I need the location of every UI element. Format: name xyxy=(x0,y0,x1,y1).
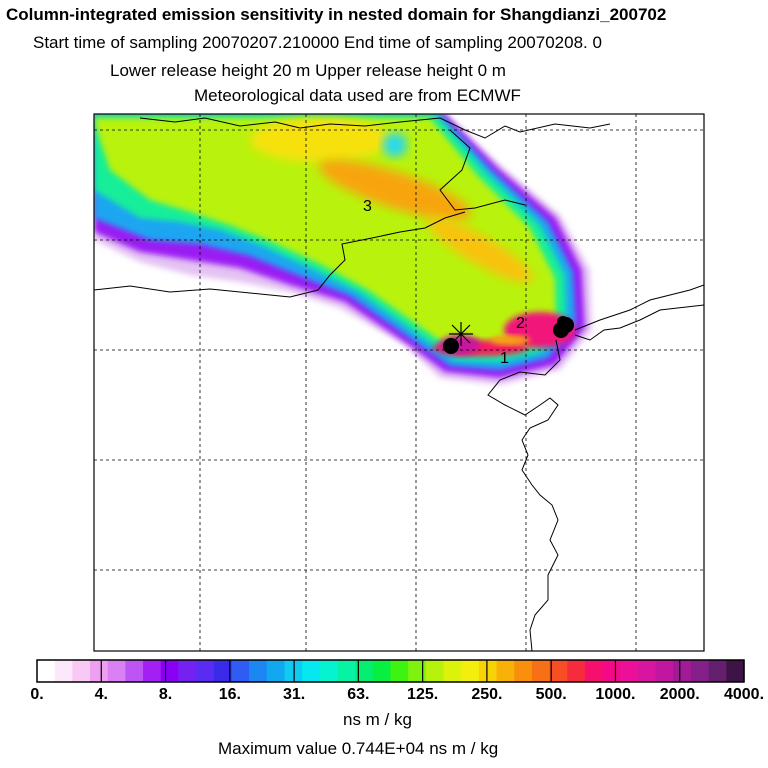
colorbar-cell xyxy=(408,660,427,682)
colorbar-cell xyxy=(355,660,374,682)
colorbar-cell xyxy=(673,660,692,682)
border-river xyxy=(574,304,704,341)
colorbar-cell xyxy=(302,660,321,682)
colorbar-cell xyxy=(319,660,339,682)
colorbar-tick-label: 250. xyxy=(471,686,503,703)
plume-cyan-patch-north xyxy=(383,133,407,157)
colorbar-cell xyxy=(425,660,445,682)
colorbar-frame xyxy=(36,659,745,683)
colorbar-cell xyxy=(549,660,568,682)
receptor-star-icon xyxy=(449,322,473,346)
plot-title: Column-integrated emission sensitivity i… xyxy=(6,5,667,24)
colorbar xyxy=(37,660,745,682)
colorbar-tick-label: 125. xyxy=(407,686,439,703)
coast-far-east xyxy=(574,284,704,331)
colorbar-cell xyxy=(655,660,674,682)
colorbar-cell xyxy=(461,660,480,682)
coastlines-borders xyxy=(94,117,704,651)
colorbar-tick-label: 500. xyxy=(535,686,567,703)
colorbar-tick-label: 1000. xyxy=(595,686,636,703)
colorbar-cell xyxy=(514,660,533,682)
colorbar-cell xyxy=(726,660,745,682)
colorbar-cell xyxy=(178,660,197,682)
sampling-time-line: Start time of sampling 20070207.210000 E… xyxy=(33,33,602,52)
colorbar-cell xyxy=(196,660,215,682)
border-middle xyxy=(94,211,466,298)
colorbar-cell xyxy=(249,660,268,682)
colorbar-cell xyxy=(337,660,356,682)
colorbar-tick-label: 4. xyxy=(94,686,108,703)
colorbar-cell xyxy=(372,660,392,682)
map-frame xyxy=(93,113,705,652)
colorbar-cell xyxy=(72,660,91,682)
release-label-2: 2 xyxy=(516,315,525,332)
colorbar-tick-label: 16. xyxy=(218,686,241,703)
plume-yellowgreen-core xyxy=(94,118,556,352)
plume-orange-streak xyxy=(318,159,472,221)
colorbar-tick-label: 63. xyxy=(347,686,370,703)
colorbar-cell xyxy=(231,660,250,682)
colorbar-tick-label: 8. xyxy=(158,686,173,703)
colorbar-tick-label: 4000. xyxy=(723,686,765,703)
colorbar-cell xyxy=(478,660,498,682)
plume-yellow-patch-north xyxy=(250,118,390,162)
colorbar-cell xyxy=(390,660,409,682)
release-point-marker xyxy=(443,338,459,354)
plume-orange-streak-2 xyxy=(427,217,533,283)
coast-east xyxy=(487,339,561,651)
colorbar-tick-label: 2000. xyxy=(659,686,700,703)
sensitivity-field xyxy=(94,114,592,385)
plume-orange-strip xyxy=(490,335,530,345)
release-point-marker xyxy=(557,316,569,328)
colorbar-cell xyxy=(160,660,180,682)
colorbar-cell xyxy=(54,660,73,682)
colorbar-cell xyxy=(567,660,586,682)
colorbar-cell xyxy=(708,660,727,682)
colorbar-cell xyxy=(443,660,462,682)
colorbar-cell xyxy=(620,660,639,682)
colorbar-dividers xyxy=(100,660,681,682)
colorbar-cell xyxy=(531,660,551,682)
colorbar-cell xyxy=(143,660,162,682)
colorbar-cell xyxy=(107,660,126,682)
colorbar-cell xyxy=(266,660,286,682)
colorbar-cell xyxy=(584,660,604,682)
meteo-data-line: Meteorological data used are from ECMWF xyxy=(194,86,521,105)
colorbar-cell xyxy=(496,660,515,682)
colorbar-cell xyxy=(90,660,109,682)
colorbar-cell xyxy=(637,660,657,682)
colorbar-cell xyxy=(213,660,233,682)
colorbar-cell xyxy=(125,660,144,682)
colorbar-tick-label: 0. xyxy=(30,686,44,703)
release-label-1: 1 xyxy=(500,350,509,367)
release-height-line: Lower release height 20 m Upper release … xyxy=(110,61,506,80)
colorbar-units: ns m / kg xyxy=(343,710,412,729)
release-markers: 1 2 3 xyxy=(363,198,574,367)
max-value-text: Maximum value 0.744E+04 ns m / kg xyxy=(218,739,499,758)
colorbar-tick-label: 31. xyxy=(282,686,306,703)
colorbar-cell xyxy=(690,660,710,682)
border-north xyxy=(139,117,611,139)
colorbar-cell xyxy=(602,660,621,682)
colorbar-cell xyxy=(37,660,56,682)
border-inner xyxy=(439,129,526,211)
release-label-3: 3 xyxy=(363,198,372,215)
